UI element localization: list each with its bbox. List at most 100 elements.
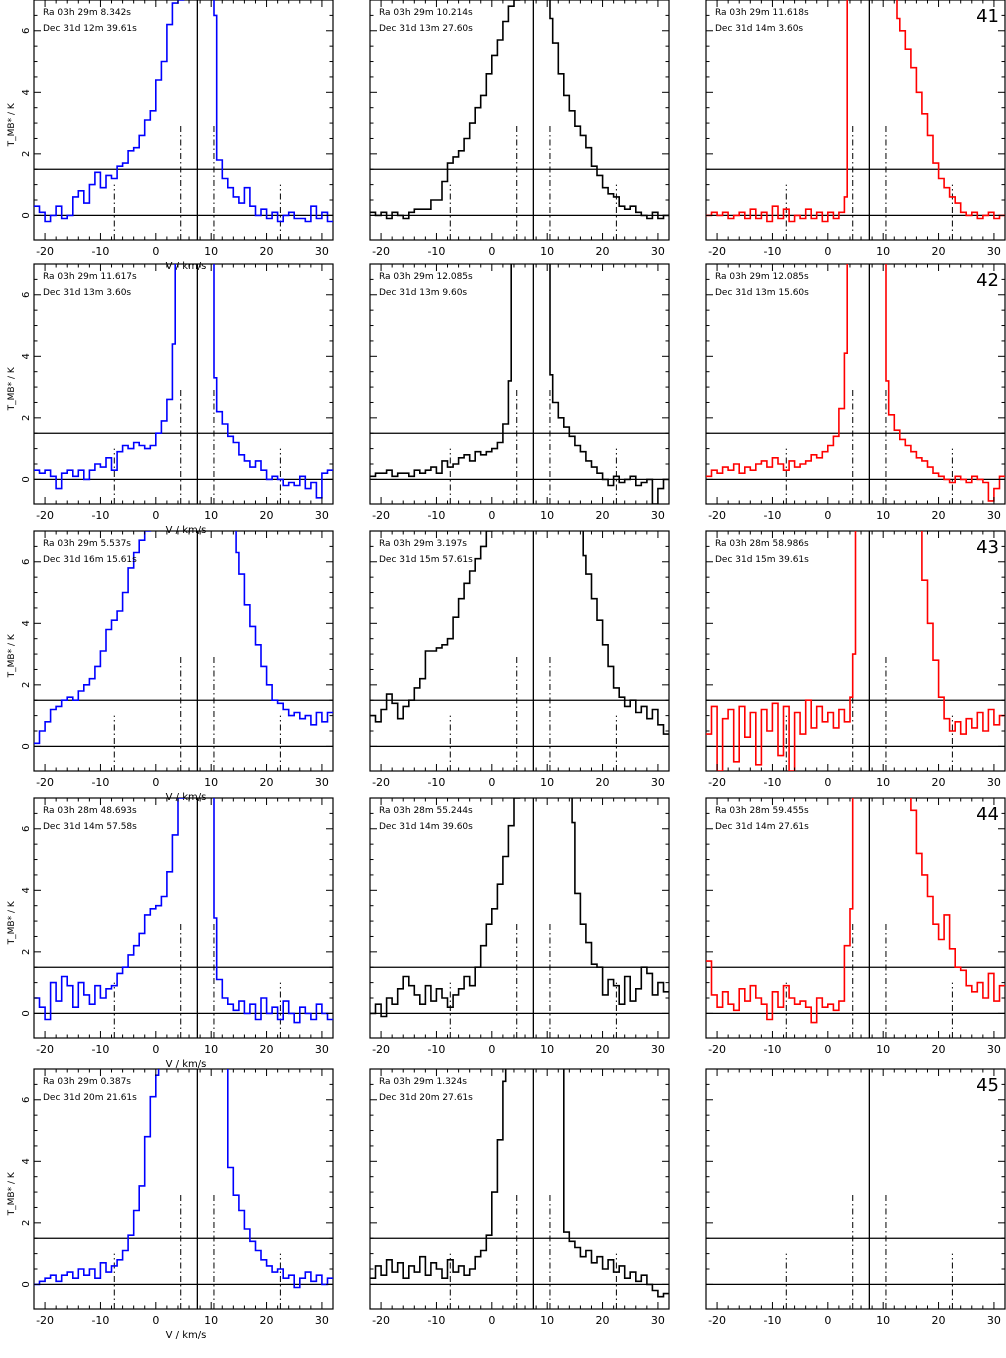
dec-label: Dec 31d 13m 9.60s bbox=[379, 288, 467, 298]
x-tick-label: -10 bbox=[763, 509, 781, 522]
x-tick-label: 10 bbox=[876, 1043, 890, 1056]
dec-label: Dec 31d 13m 27.60s bbox=[379, 24, 473, 34]
x-tick-label: 20 bbox=[596, 1314, 610, 1327]
panel-r5-c3: -20 -10 0 10 20 30 bbox=[705, 1068, 1006, 1327]
x-tick-label: -20 bbox=[708, 776, 726, 789]
x-tick-label: 10 bbox=[540, 509, 554, 522]
spectrum-right-wing bbox=[213, 798, 333, 1024]
x-tick-label: -10 bbox=[91, 245, 109, 258]
x-tick-label: -10 bbox=[427, 776, 445, 789]
panel-frame bbox=[33, 0, 334, 241]
x-tick-label: 0 bbox=[488, 245, 495, 258]
x-tick-label: 10 bbox=[204, 1314, 218, 1327]
ra-label: Ra 03h 29m 10.214s bbox=[379, 8, 473, 18]
x-ticks bbox=[380, 0, 659, 240]
x-ticks bbox=[716, 264, 995, 504]
spectrum bbox=[370, 264, 669, 504]
ra-label: Ra 03h 29m 3.197s bbox=[379, 539, 467, 549]
x-tick-label: 20 bbox=[596, 245, 610, 258]
spectrum-left-wing bbox=[706, 531, 857, 771]
y-tick-label: 2 bbox=[21, 1220, 32, 1226]
x-tick-label: 30 bbox=[315, 1314, 329, 1327]
x-tick-label: 20 bbox=[260, 1043, 274, 1056]
y-axis-label: T_MB* / K bbox=[7, 366, 17, 411]
spectrum bbox=[706, 531, 1005, 771]
x-tick-label: 0 bbox=[488, 1314, 495, 1327]
x-tick-label: 0 bbox=[824, 1043, 831, 1056]
x-ticks bbox=[380, 798, 659, 1038]
y-axis-label: T_MB* / K bbox=[7, 633, 17, 678]
y-ticks bbox=[370, 278, 669, 480]
panel-frame bbox=[705, 263, 1006, 505]
x-tick-label: 0 bbox=[488, 1043, 495, 1056]
y-tick-label: 6 bbox=[21, 1097, 32, 1103]
spectrum-left-wing bbox=[706, 798, 854, 1024]
x-tick-label: 10 bbox=[540, 245, 554, 258]
x-tick-label: -20 bbox=[708, 245, 726, 258]
spectrum-right-wing bbox=[213, 0, 333, 223]
dec-label: Dec 31d 15m 39.61s bbox=[715, 555, 809, 565]
x-tick-label: 0 bbox=[152, 776, 159, 789]
x-tick-label: 10 bbox=[540, 1314, 554, 1327]
x-tick-label: 0 bbox=[824, 776, 831, 789]
panel-frame bbox=[705, 1068, 1006, 1310]
panel-r1-c3: Ra 03h 29m 11.618s Dec 31d 14m 3.60s -20 -1… bbox=[705, 0, 1006, 258]
x-tick-label: 30 bbox=[315, 776, 329, 789]
x-tick-label: 20 bbox=[260, 776, 274, 789]
x-axis-label: V / km/s bbox=[166, 261, 207, 272]
spectrum bbox=[370, 0, 669, 220]
x-tick-label: -10 bbox=[427, 245, 445, 258]
x-tick-label: 0 bbox=[824, 245, 831, 258]
row-number: 45 bbox=[976, 1075, 999, 1096]
ra-label: Ra 03h 28m 58.986s bbox=[715, 539, 809, 549]
spectrum-left-wing bbox=[34, 531, 152, 745]
dec-label: Dec 31d 14m 27.61s bbox=[715, 822, 809, 832]
x-ticks bbox=[44, 798, 323, 1038]
spectrum-right-wing bbox=[549, 0, 669, 220]
y-tick-label: 2 bbox=[21, 151, 32, 157]
x-tick-label: 20 bbox=[260, 245, 274, 258]
x-tick-label: 20 bbox=[932, 776, 946, 789]
ra-label: Ra 03h 28m 55.244s bbox=[379, 806, 473, 816]
spectrum-left-wing bbox=[370, 1069, 507, 1279]
spectrum-right-wing bbox=[885, 264, 1005, 502]
y-tick-label: 2 bbox=[21, 415, 32, 421]
ra-label: Ra 03h 29m 0.387s bbox=[43, 1077, 131, 1087]
spectrum bbox=[34, 0, 333, 223]
y-tick-label: 0 bbox=[21, 743, 32, 749]
panel-frame bbox=[33, 1068, 334, 1310]
spectrum-right-wing bbox=[571, 798, 669, 1005]
panel-r3-c3: Ra 03h 28m 58.986s Dec 31d 15m 39.61s -20 -… bbox=[705, 530, 1006, 789]
x-tick-label: 10 bbox=[540, 1043, 554, 1056]
panel-r5-c2: Ra 03h 29m 1.324s Dec 31d 20m 27.61s -20 -1… bbox=[369, 1068, 670, 1327]
y-tick-label: 4 bbox=[21, 1158, 32, 1164]
panel-r2-c2: Ra 03h 29m 12.085s Dec 31d 13m 9.60s -20 -1… bbox=[369, 263, 670, 522]
spectrum-left-wing bbox=[370, 798, 521, 1018]
spectrum bbox=[34, 1069, 333, 1289]
x-tick-label: 30 bbox=[987, 1043, 1001, 1056]
y-ticks bbox=[370, 14, 669, 216]
spectrum-right-wing bbox=[549, 264, 669, 504]
x-tick-label: -10 bbox=[763, 1314, 781, 1327]
dec-label: Dec 31d 15m 57.61s bbox=[379, 555, 473, 565]
x-tick-label: 20 bbox=[596, 1043, 610, 1056]
y-tick-label: 4 bbox=[21, 887, 32, 893]
y-ticks bbox=[34, 278, 333, 480]
x-tick-label: 10 bbox=[204, 1043, 218, 1056]
y-tick-label: 4 bbox=[21, 353, 32, 359]
x-tick-label: -10 bbox=[427, 509, 445, 522]
x-tick-label: 20 bbox=[596, 509, 610, 522]
x-axis-label: V / km/s bbox=[166, 1330, 207, 1341]
x-tick-label: -10 bbox=[763, 776, 781, 789]
y-tick-label: 0 bbox=[21, 212, 32, 218]
x-ticks bbox=[44, 0, 323, 240]
x-tick-label: -10 bbox=[427, 1314, 445, 1327]
y-axis-label: T_MB* / K bbox=[7, 1171, 17, 1216]
x-tick-label: -20 bbox=[36, 1314, 54, 1327]
ra-label: Ra 03h 29m 8.342s bbox=[43, 8, 131, 18]
x-tick-label: 10 bbox=[540, 776, 554, 789]
x-tick-label: -20 bbox=[708, 1043, 726, 1056]
panel-r1-c1: Ra 03h 29m 8.342s Dec 31d 12m 39.61s -20 -1… bbox=[7, 0, 334, 258]
spectrum bbox=[370, 798, 669, 1018]
y-ticks bbox=[34, 812, 333, 1014]
